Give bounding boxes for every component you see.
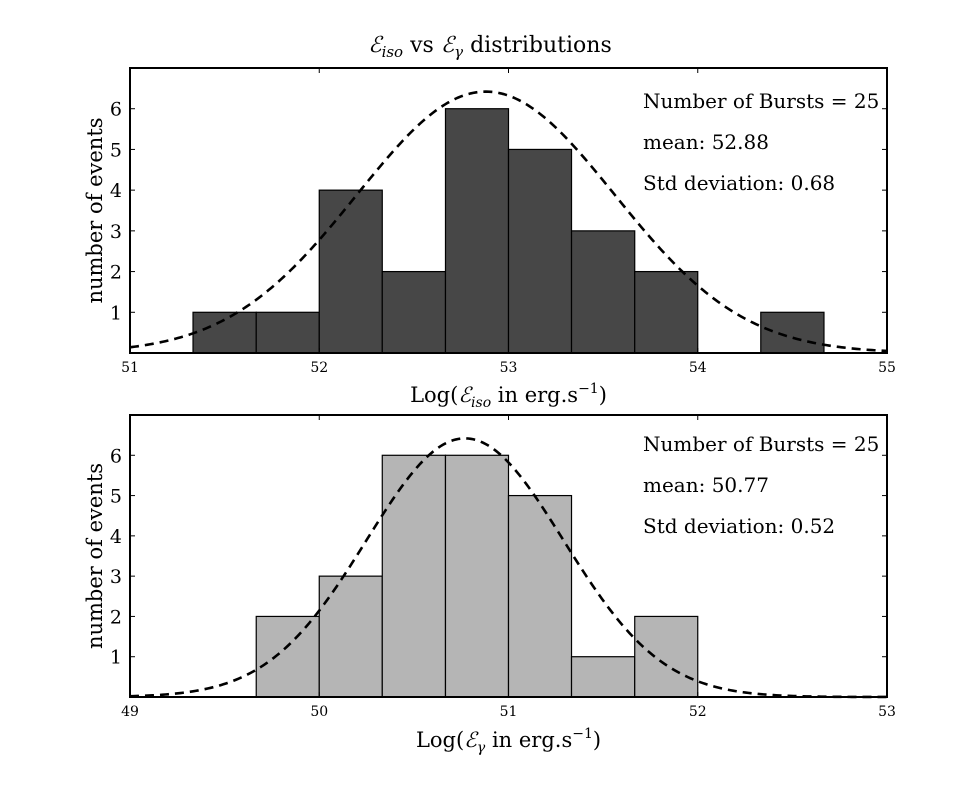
figure-title: ℰiso vs ℰγ distributions xyxy=(368,33,612,61)
y-tick-label: 6 xyxy=(110,99,122,121)
annotation-text: mean: 52.88 xyxy=(643,130,769,154)
histogram-bar xyxy=(507,494,573,698)
y-tick-label: 6 xyxy=(110,445,122,467)
y-tick-label: 4 xyxy=(110,180,122,202)
histogram-bar xyxy=(255,615,320,698)
y-tick-label: 1 xyxy=(110,302,122,324)
x-tick-label: 51 xyxy=(500,704,518,720)
y-axis-label: number of events xyxy=(83,463,107,649)
x-tick-label: 55 xyxy=(878,360,896,376)
y-tick-label: 3 xyxy=(110,221,122,243)
x-axis-label: Log(ℰiso in erg.s−1) xyxy=(410,381,607,411)
histogram-bar xyxy=(192,311,257,354)
annotation-text: Number of Bursts = 25 xyxy=(643,432,879,456)
y-tick-label: 5 xyxy=(110,139,122,161)
annotation-text: mean: 50.77 xyxy=(643,473,769,497)
x-axis-label: Log(ℰγ in erg.s−1) xyxy=(416,726,601,756)
histogram-bar xyxy=(570,230,636,354)
annotation-text: Std deviation: 0.52 xyxy=(643,514,835,538)
histogram-bars xyxy=(255,454,699,698)
histogram-bar xyxy=(318,189,383,354)
x-tick-label: 52 xyxy=(689,704,707,720)
annotation-text: Std deviation: 0.68 xyxy=(643,171,835,195)
gaussian-fit-curve xyxy=(129,437,887,699)
x-tick-label: 52 xyxy=(310,360,328,376)
y-axis-label: number of events xyxy=(83,117,107,303)
y-tick-label: 3 xyxy=(110,566,122,588)
y-tick-label: 2 xyxy=(110,606,122,628)
y-tick-label: 5 xyxy=(110,486,122,508)
x-tick-label: 53 xyxy=(878,704,896,720)
histogram-bar xyxy=(444,454,510,698)
histogram-bar xyxy=(760,311,825,354)
x-tick-label: 51 xyxy=(121,360,139,376)
histogram-bar xyxy=(381,454,447,698)
histogram-bar xyxy=(570,656,636,698)
x-tick-label: 54 xyxy=(689,360,707,376)
gaussian-fit-curve xyxy=(129,90,888,353)
histogram-bar xyxy=(255,311,320,354)
y-tick-label: 2 xyxy=(110,262,122,284)
histogram-bar xyxy=(444,108,510,354)
y-tick-label: 1 xyxy=(110,647,122,669)
x-tick-label: 53 xyxy=(500,360,518,376)
y-tick-label: 4 xyxy=(110,526,122,548)
histogram-bars xyxy=(192,108,825,354)
histogram-bar xyxy=(318,575,383,698)
histogram-bar xyxy=(634,615,699,698)
histogram-bar xyxy=(507,148,573,354)
x-tick-label: 50 xyxy=(310,704,328,720)
histogram-bar xyxy=(634,270,699,354)
histogram-bar xyxy=(381,270,447,354)
annotation-text: Number of Bursts = 25 xyxy=(643,89,879,113)
x-tick-label: 49 xyxy=(121,704,139,720)
